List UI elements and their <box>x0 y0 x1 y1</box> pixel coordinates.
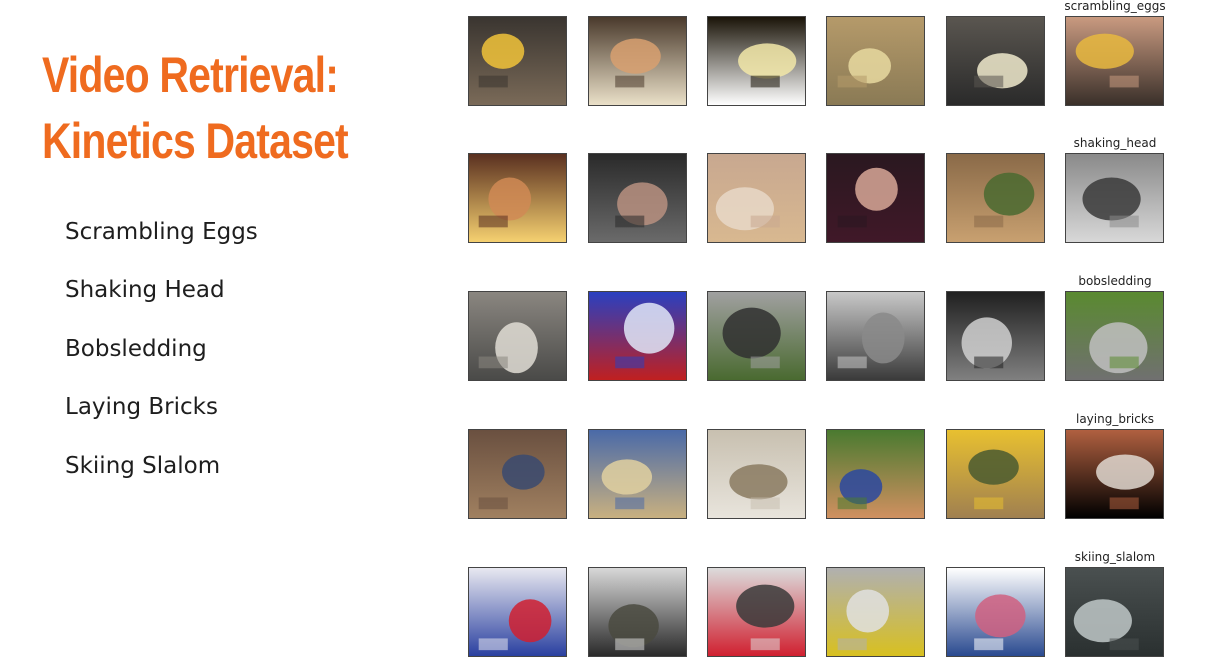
thumbnail-eggs-bowl <box>707 16 806 106</box>
title-line-2: Kinetics Dataset <box>42 113 349 169</box>
thumbnail-brick-yellow-frame <box>946 429 1045 519</box>
thumbnail-bob-grass-track <box>1065 291 1164 381</box>
thumbnail-bob-snow-track <box>468 291 567 381</box>
thumbnail-brick-wall-blue <box>588 429 687 519</box>
row-label-skiing-slalom: skiing_slalom <box>1074 550 1156 564</box>
class-item: Shaking Head <box>65 277 225 303</box>
row-label-shaking-head: shaking_head <box>1073 136 1157 150</box>
thumbnail-ski-gate-red <box>468 567 567 657</box>
class-item: Scrambling Eggs <box>65 219 258 245</box>
thumbnail-bob-tunnel <box>946 291 1045 381</box>
thumbnail-eggs-pan-fried <box>588 16 687 106</box>
thumbnail-baby-highchair <box>588 153 687 243</box>
thumbnail-eggs-scrambled-pan <box>946 16 1045 106</box>
slide-title: Video Retrieval: Kinetics Dataset <box>42 42 349 174</box>
thumbnail-brick-man-grass <box>826 429 925 519</box>
title-line-1: Video Retrieval: <box>42 47 339 103</box>
thumbnail-eggs-pan-yellow <box>468 16 567 106</box>
thumbnail-ski-skier-slope <box>707 567 806 657</box>
thumbnail-bob-aerial <box>826 291 925 381</box>
thumbnail-baby-restaurant <box>468 153 567 243</box>
row-label-laying-bricks: laying_bricks <box>1075 412 1155 426</box>
thumbnail-ski-dark-course <box>1065 567 1164 657</box>
thumbnail-eggs-closeup <box>826 16 925 106</box>
thumbnail-boy-walking <box>1065 153 1164 243</box>
class-item: Bobsledding <box>65 336 207 362</box>
thumbnail-brick-trowel <box>707 429 806 519</box>
thumbnail-toddler-smiling <box>707 153 806 243</box>
thumbnail-bob-ice-walls <box>707 291 806 381</box>
thumbnail-bob-team-sled <box>588 291 687 381</box>
thumbnail-ski-yellow-skier <box>826 567 925 657</box>
thumbnail-brick-worker <box>468 429 567 519</box>
thumbnail-brick-man-wall <box>1065 429 1164 519</box>
thumbnail-ski-crowd <box>588 567 687 657</box>
thumbnail-ski-tv-broadcast <box>946 567 1045 657</box>
class-item: Laying Bricks <box>65 394 218 420</box>
row-label-scrambling-eggs: scrambling_eggs <box>1064 0 1166 13</box>
class-item: Skiing Slalom <box>65 453 221 479</box>
row-label-bobsledding: bobsledding <box>1078 274 1152 288</box>
thumbnail-baby-hat <box>826 153 925 243</box>
thumbnail-eggs-hand-pan <box>1065 16 1164 106</box>
thumbnail-woman-garden <box>946 153 1045 243</box>
